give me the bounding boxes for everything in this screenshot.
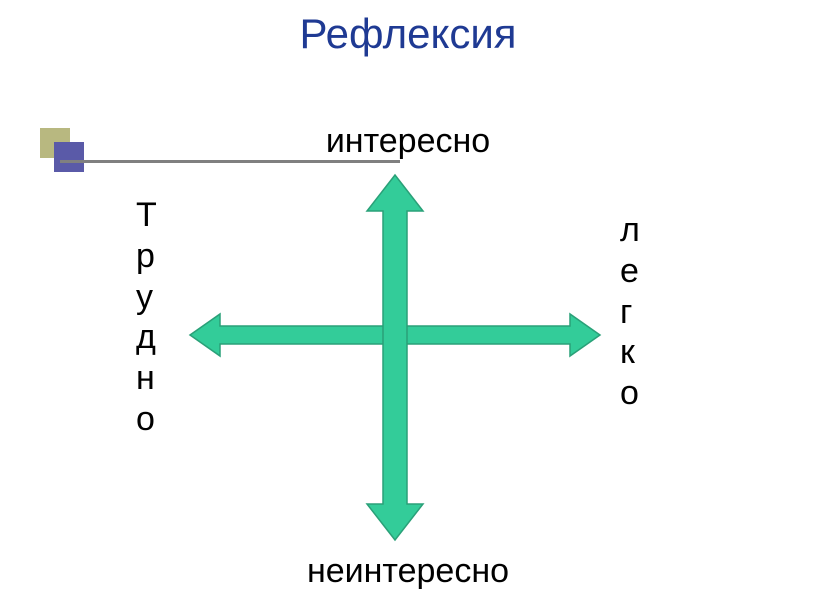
axis-label-top: интересно [0, 122, 816, 161]
axis-label-left: Трудно [136, 195, 157, 440]
page-title: Рефлексия [0, 10, 816, 58]
cross-arrows-diagram [180, 170, 610, 550]
axis-label-right: легко [620, 210, 640, 414]
axis-label-bottom: неинтересно [0, 552, 816, 591]
